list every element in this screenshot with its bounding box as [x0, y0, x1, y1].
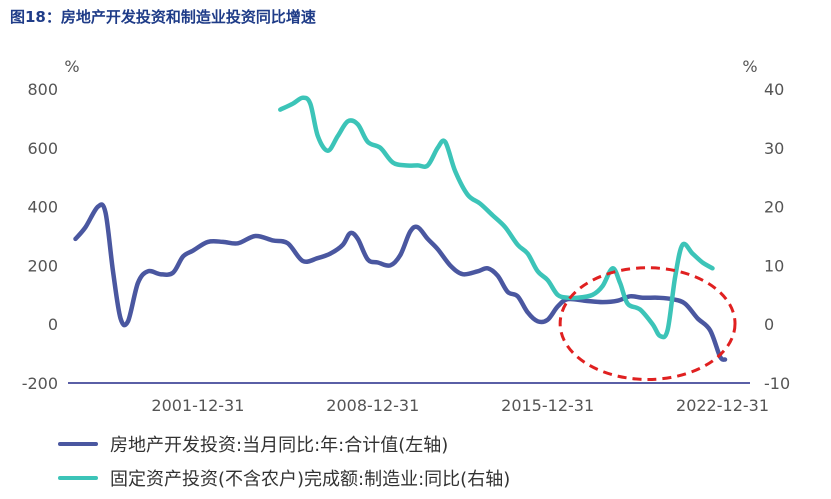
legend-item-manufacturing: 固定资产投资(不含农户)完成额:制造业:同比(右轴) [58, 466, 510, 490]
legend-label-real-estate: 房地产开发投资:当月同比:年:合计值(左轴) [110, 435, 449, 456]
left-tick-label: 400 [27, 198, 58, 217]
legend-swatch-manufacturing [58, 476, 98, 480]
left-tick-label: -200 [22, 374, 58, 393]
left-tick-label: 0 [48, 315, 58, 334]
right-tick-label: -10 [764, 374, 790, 393]
right-tick-label: 10 [764, 256, 784, 275]
x-tick-label: 2008-12-31 [326, 396, 419, 415]
figure-title: 图18：房地产开发投资和制造业投资同比增速 [10, 8, 316, 26]
series-line-real-estate [73, 202, 728, 362]
series-line-manufacturing [278, 95, 715, 340]
left-tick-label: 200 [27, 256, 58, 275]
left-tick-label: 800 [27, 80, 58, 99]
legend-swatch-real-estate [58, 442, 98, 446]
right-tick-label: 40 [764, 80, 784, 99]
left-axis-unit: % [64, 57, 79, 76]
legend-item-real-estate: 房地产开发投资:当月同比:年:合计值(左轴) [58, 432, 448, 456]
highlight-circle [558, 266, 737, 381]
right-tick-label: 30 [764, 139, 784, 158]
right-tick-label: 20 [764, 198, 784, 217]
x-axis-ticks: 2001-12-31 2008-12-31 2015-12-31 2022-12-31 [151, 396, 769, 415]
right-axis-unit: % [742, 57, 757, 76]
legend-label-manufacturing: 固定资产投资(不含农户)完成额:制造业:同比(右轴) [110, 469, 511, 490]
x-tick-label: 2022-12-31 [676, 396, 769, 415]
left-axis-ticks: 800 600 400 200 0 -200 [22, 80, 58, 393]
left-tick-label: 600 [27, 139, 58, 158]
x-tick-label: 2001-12-31 [151, 396, 244, 415]
x-tick-label: 2015-12-31 [501, 396, 594, 415]
right-tick-label: 0 [764, 315, 774, 334]
right-axis-ticks: 40 30 20 10 0 -10 [764, 80, 790, 393]
